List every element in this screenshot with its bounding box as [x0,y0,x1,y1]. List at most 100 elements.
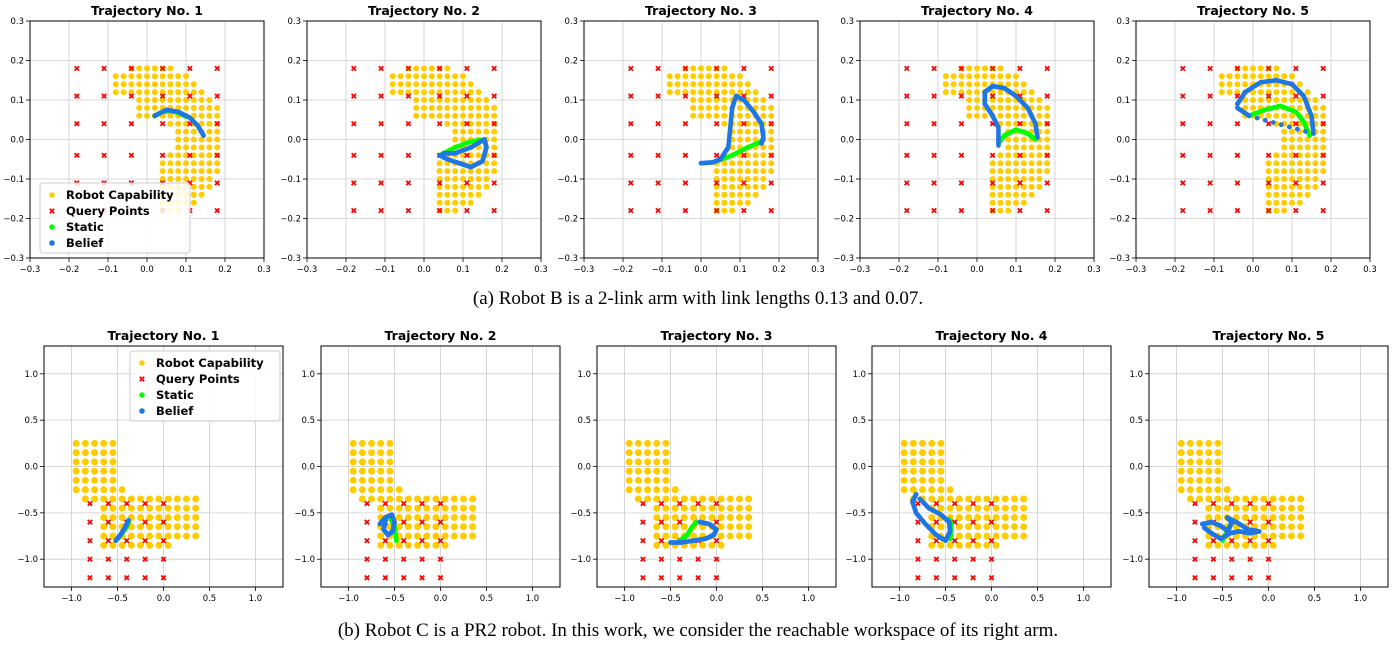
query-point [1265,207,1272,214]
panel-title: Trajectory No. 3 [661,328,773,343]
capability-point [768,160,775,167]
capability-point [173,504,181,512]
y-tick-label: −0.5 [294,509,315,519]
capability-point [966,97,973,103]
capability-point [950,73,957,80]
capability-point [377,439,385,447]
capability-point [1281,191,1288,198]
panel-a-4: Trajectory No. 4 −0.3 −0.2 −0.1 0.0 0.1 0.2 0.3… [833,3,1100,275]
query-point [989,93,996,99]
capability-point [436,199,443,206]
query-point [1265,574,1272,581]
query-point [437,537,444,544]
capability-point [1186,458,1194,466]
capability-point [206,183,213,190]
capability-point [483,112,490,119]
query-point [713,500,720,507]
capability-point [190,191,197,198]
capability-point [974,81,980,88]
x-tick-label: 0.0 [434,594,448,604]
capability-point [467,183,474,190]
query-point [1207,152,1213,159]
query-point [400,537,407,544]
capability-point [491,112,498,119]
capability-point [460,168,466,175]
capability-point [182,504,190,512]
capability-point [729,160,736,167]
capability-point [690,532,698,540]
query-point [1228,500,1235,507]
query-point [87,556,93,563]
capability-point [368,467,376,475]
x-tick-label: −0.2 [889,265,910,275]
capability-point [1020,136,1027,143]
query-point [464,207,470,214]
capability-point [413,65,420,72]
capability-point [928,486,936,494]
capability-point [421,104,427,111]
capability-point [1205,495,1213,503]
query-point [1234,180,1241,186]
query-point [214,180,221,186]
capability-point [768,144,775,151]
capability-point [997,73,1004,80]
query-point [933,519,940,525]
capability-point [349,476,357,484]
query-point [658,574,665,581]
query-point [1265,120,1272,127]
capability-point [1281,128,1288,135]
capability-point [955,532,963,540]
capability-point [737,168,743,175]
capability-point [690,513,698,521]
capability-point [653,439,661,447]
axes-frame [859,20,1095,259]
capability-point [705,104,712,111]
query-point [378,207,384,214]
query-point [640,519,646,525]
capability-point [690,104,697,111]
capability-point [721,199,728,206]
capability-point [997,183,1004,190]
query-point [903,93,910,99]
capability-point [436,191,443,198]
x-tick-label: 0.1 [1009,265,1023,275]
y-tick-label: −0.5 [570,509,591,519]
x-tick-label: −0.3 [20,265,41,275]
query-point [437,500,444,507]
x-tick-label: −1.0 [338,594,359,604]
query-point [1247,519,1253,525]
capability-point [428,104,435,111]
capability-point [421,97,427,103]
x-tick-label: −0.3 [850,265,871,275]
capability-point [175,152,182,159]
capability-point [173,523,181,531]
capability-point [900,458,908,466]
capability-point [735,532,743,540]
capability-point [1020,495,1028,503]
capability-point [653,495,661,503]
capability-point [1289,73,1295,80]
capability-point [190,89,197,96]
capability-point [136,104,143,111]
capability-point [1044,144,1051,151]
query-point [931,65,937,72]
belief-point [1035,135,1040,140]
capability-point [81,476,89,484]
capability-point [358,486,366,494]
capability-point [190,136,197,143]
capability-point [690,495,698,503]
capability-point [737,183,743,190]
capability-point [1196,449,1204,457]
query-point [1044,207,1051,214]
panel-title: Trajectory No. 2 [385,328,497,343]
capability-point [144,97,150,103]
capability-point [955,495,963,503]
query-point [676,574,683,581]
capability-point [1214,467,1222,475]
capability-point [752,152,759,159]
capability-point [206,97,213,103]
x-tick-label: 0.2 [495,265,509,275]
capability-point [729,191,736,198]
capability-point [737,136,743,143]
capability-point [1273,191,1280,198]
